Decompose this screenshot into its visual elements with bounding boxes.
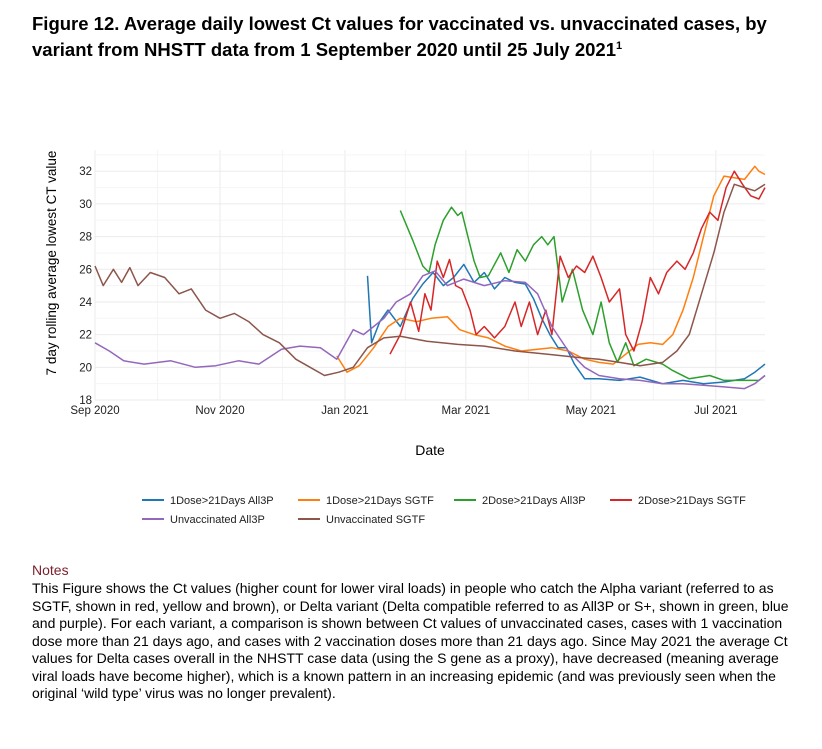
series-line — [94, 270, 766, 390]
y-tick-label: 26 — [79, 264, 92, 276]
chart-legend: 1Dose>21Days All3P 1Dose>21Days SGTF 2Dose… — [142, 495, 746, 526]
series-line — [366, 263, 766, 385]
line-chart: Sep 2020 Nov 2020 Jan 2021 Mar 2021 May 2021… — [44, 150, 766, 526]
x-tick-label: Jul 2021 — [694, 405, 737, 417]
x-axis: Sep 2020 Nov 2020 Jan 2021 Mar 2021 May 2021… — [70, 405, 737, 417]
figure-title-footnote: 1 — [615, 40, 623, 52]
notes-text: This Figure shows the Ct values (higher … — [32, 580, 789, 701]
legend-label: 1Dose>21Days SGTF — [326, 495, 434, 507]
series-line — [94, 183, 766, 377]
x-tick-label: Mar 2021 — [442, 405, 491, 417]
chart-series — [94, 165, 766, 390]
series-line — [336, 165, 766, 373]
legend-label: Unvaccinated SGTF — [326, 514, 425, 526]
legend-label: 2Dose>21Days All3P — [482, 495, 586, 507]
y-tick-label: 28 — [79, 232, 92, 244]
x-tick-label: May 2021 — [566, 405, 617, 417]
y-tick-label: 18 — [79, 395, 92, 407]
x-tick-label: Jan 2021 — [321, 405, 368, 417]
y-tick-label: 30 — [79, 199, 92, 211]
y-tick-label: 20 — [79, 362, 92, 374]
y-axis-label: 7 day rolling average lowest CT value — [44, 151, 59, 376]
x-axis-label: Date — [415, 442, 445, 458]
figure-title-text: Figure 12. Average daily lowest Ct value… — [32, 13, 767, 61]
y-axis: 18 20 22 24 26 28 30 32 — [79, 166, 92, 407]
series-line — [389, 170, 766, 355]
y-tick-label: 24 — [79, 297, 92, 309]
series-line — [399, 206, 766, 382]
x-tick-label: Nov 2020 — [195, 405, 244, 417]
x-tick-label: Sep 2020 — [70, 405, 119, 417]
figure-title: Figure 12. Average daily lowest Ct value… — [32, 12, 802, 61]
notes-heading: Notes — [32, 562, 69, 578]
y-tick-label: 32 — [79, 166, 92, 178]
y-tick-label: 22 — [79, 330, 92, 342]
legend-label: 1Dose>21Days All3P — [170, 495, 274, 507]
legend-label: Unvaccinated All3P — [170, 514, 265, 526]
legend-label: 2Dose>21Days SGTF — [638, 495, 746, 507]
